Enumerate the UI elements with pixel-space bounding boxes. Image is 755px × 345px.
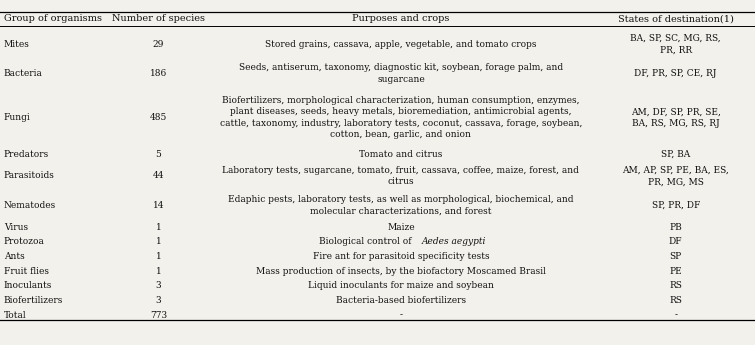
Text: SP, BA: SP, BA: [661, 149, 690, 159]
Text: Fruit flies: Fruit flies: [4, 267, 49, 276]
Text: RS: RS: [669, 296, 683, 305]
Text: 5: 5: [156, 149, 162, 159]
Text: Aedes aegypti: Aedes aegypti: [422, 237, 486, 246]
Text: SP, PR, DF: SP, PR, DF: [652, 201, 700, 210]
Text: Maize: Maize: [387, 223, 414, 232]
Text: 773: 773: [150, 310, 167, 319]
Text: Total: Total: [4, 310, 26, 319]
Text: Bacteria-based biofertilizers: Bacteria-based biofertilizers: [336, 296, 466, 305]
Text: Liquid inoculants for maize and soybean: Liquid inoculants for maize and soybean: [308, 281, 494, 290]
Text: Bacteria: Bacteria: [4, 69, 42, 78]
Text: Nematodes: Nematodes: [4, 201, 56, 210]
Text: Tomato and citrus: Tomato and citrus: [359, 149, 442, 159]
Text: PB: PB: [670, 223, 682, 232]
Text: Stored grains, cassava, apple, vegetable, and tomato crops: Stored grains, cassava, apple, vegetable…: [265, 40, 537, 49]
Text: Edaphic pests, laboratory tests, as well as morphological, biochemical, and
mole: Edaphic pests, laboratory tests, as well…: [228, 195, 574, 216]
Text: 29: 29: [153, 40, 165, 49]
Text: Biofertilizers, morphological characterization, human consumption, enzymes,
plan: Biofertilizers, morphological characteri…: [220, 96, 582, 139]
Text: Mites: Mites: [4, 40, 29, 49]
Text: Laboratory tests, sugarcane, tomato, fruit, cassava, coffee, maize, forest, and
: Laboratory tests, sugarcane, tomato, fru…: [223, 166, 579, 186]
Text: 3: 3: [156, 296, 162, 305]
Text: 1: 1: [156, 223, 162, 232]
Text: Mass production of insects, by the biofactory Moscamed Brasil: Mass production of insects, by the biofa…: [256, 267, 546, 276]
Text: Protozoa: Protozoa: [4, 237, 45, 246]
Text: 44: 44: [153, 171, 165, 180]
Text: AM, DF, SP, PR, SE,
BA, RS, MG, RS, RJ: AM, DF, SP, PR, SE, BA, RS, MG, RS, RJ: [630, 107, 721, 128]
Text: Ants: Ants: [4, 252, 24, 261]
Text: 1: 1: [156, 237, 162, 246]
Text: -: -: [674, 310, 677, 319]
Text: 3: 3: [156, 281, 162, 290]
Text: Number of species: Number of species: [112, 14, 205, 23]
Text: 186: 186: [150, 69, 167, 78]
Text: Fire ant for parasitoid specificity tests: Fire ant for parasitoid specificity test…: [313, 252, 489, 261]
Text: DF: DF: [669, 237, 683, 246]
Text: RS: RS: [669, 281, 683, 290]
Text: Parasitoids: Parasitoids: [4, 171, 54, 180]
Text: Virus: Virus: [4, 223, 28, 232]
Text: Group of organisms: Group of organisms: [4, 14, 102, 23]
Text: Predators: Predators: [4, 149, 49, 159]
Text: 14: 14: [153, 201, 165, 210]
Text: States of destination(1): States of destination(1): [618, 14, 734, 23]
Text: Purposes and crops: Purposes and crops: [353, 14, 449, 23]
Text: 1: 1: [156, 252, 162, 261]
Text: SP: SP: [670, 252, 682, 261]
Text: Biological control of: Biological control of: [319, 237, 414, 246]
Text: -: -: [399, 310, 402, 319]
Text: PE: PE: [670, 267, 682, 276]
Text: 1: 1: [156, 267, 162, 276]
Text: Seeds, antiserum, taxonomy, diagnostic kit, soybean, forage palm, and
sugarcane: Seeds, antiserum, taxonomy, diagnostic k…: [239, 63, 563, 84]
Text: DF, PR, SP, CE, RJ: DF, PR, SP, CE, RJ: [634, 69, 717, 78]
Text: Biofertilizers: Biofertilizers: [4, 296, 63, 305]
Text: Fungi: Fungi: [4, 113, 30, 122]
Text: BA, SP, SC, MG, RS,
PR, RR: BA, SP, SC, MG, RS, PR, RR: [630, 34, 721, 55]
Text: AM, AP, SP, PE, BA, ES,
PR, MG, MS: AM, AP, SP, PE, BA, ES, PR, MG, MS: [622, 166, 729, 186]
Text: Inoculants: Inoculants: [4, 281, 52, 290]
Text: 485: 485: [149, 113, 168, 122]
